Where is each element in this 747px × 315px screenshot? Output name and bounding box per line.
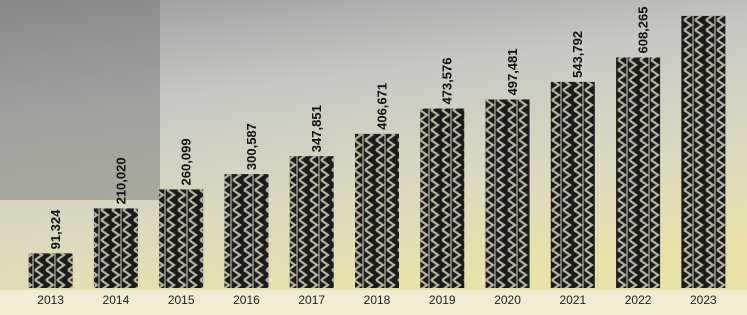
x-tick-label: 2019 (429, 293, 456, 307)
tread (290, 156, 334, 288)
x-tick-label: 2017 (298, 293, 325, 307)
tread (224, 174, 268, 288)
tread (616, 57, 660, 288)
x-tick-label: 2018 (364, 293, 391, 307)
x-tick-label: 2023 (690, 293, 717, 307)
tread (551, 82, 595, 288)
tread (486, 99, 530, 288)
value-label: 91,324 (48, 209, 63, 250)
x-tick-label: 2014 (103, 293, 130, 307)
x-tick-label: 2015 (168, 293, 195, 307)
x-tick-label: 2016 (233, 293, 260, 307)
value-label: 608,265 (636, 6, 651, 53)
value-label: 347,851 (309, 105, 324, 152)
value-label: 300,587 (244, 123, 259, 170)
tread (355, 134, 399, 288)
value-label: 497,481 (505, 48, 520, 95)
value-label: 543,792 (570, 31, 585, 78)
x-tick-label: 2022 (625, 293, 652, 307)
photo-shade (0, 0, 160, 200)
tread (681, 16, 725, 288)
x-tick-label: 2021 (559, 293, 586, 307)
tread (94, 208, 138, 288)
value-label: 473,576 (440, 58, 455, 105)
chart: 2013 91,324 2014 210,020 2015 260,099 2016 300,… (0, 0, 747, 315)
value-label: 406,671 (374, 83, 389, 130)
x-tick-label: 2013 (37, 293, 64, 307)
value-label: 260,099 (179, 138, 194, 185)
value-label: 210,020 (113, 157, 128, 204)
tread (159, 189, 203, 288)
tread (420, 109, 464, 288)
x-tick-label: 2020 (494, 293, 521, 307)
tread (29, 253, 73, 288)
